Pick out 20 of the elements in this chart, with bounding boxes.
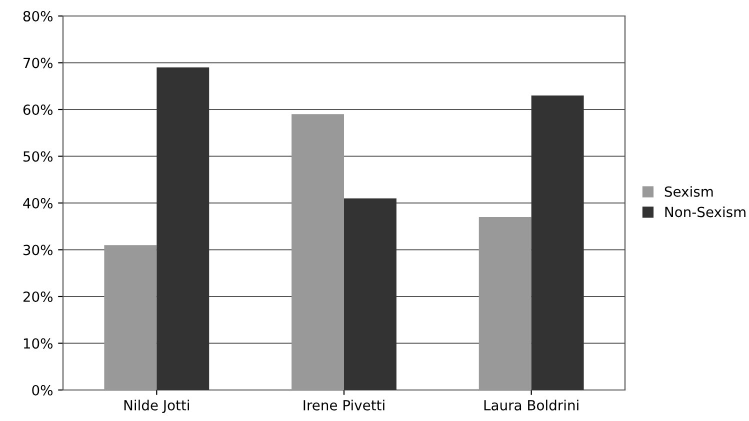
- y-tick-label: 50%: [23, 151, 53, 162]
- y-tick-label: 40%: [23, 198, 53, 208]
- x-tick-label: Irene Pivetti: [304, 400, 384, 410]
- legend-label: Non-Sexism: [665, 206, 746, 218]
- bar: [478, 217, 532, 390]
- y-tick-label: 0%: [32, 384, 53, 396]
- y-tick-label: 10%: [24, 338, 53, 349]
- y-tick-label: 80%: [23, 10, 53, 22]
- bar: [344, 198, 396, 390]
- bar: [531, 95, 584, 390]
- bar: [156, 67, 210, 390]
- y-tick-label: 20%: [23, 291, 53, 302]
- legend-label: Sexism: [664, 186, 713, 197]
- bar: [292, 114, 344, 390]
- bar: [104, 245, 157, 390]
- y-tick-label: 60%: [23, 104, 53, 115]
- y-tick-label: 30%: [23, 244, 53, 256]
- x-tick-label: Nilde Jotti: [124, 400, 189, 414]
- y-tick-label: 70%: [24, 58, 53, 68]
- x-tick-label: Laura Boldrini: [484, 400, 578, 410]
